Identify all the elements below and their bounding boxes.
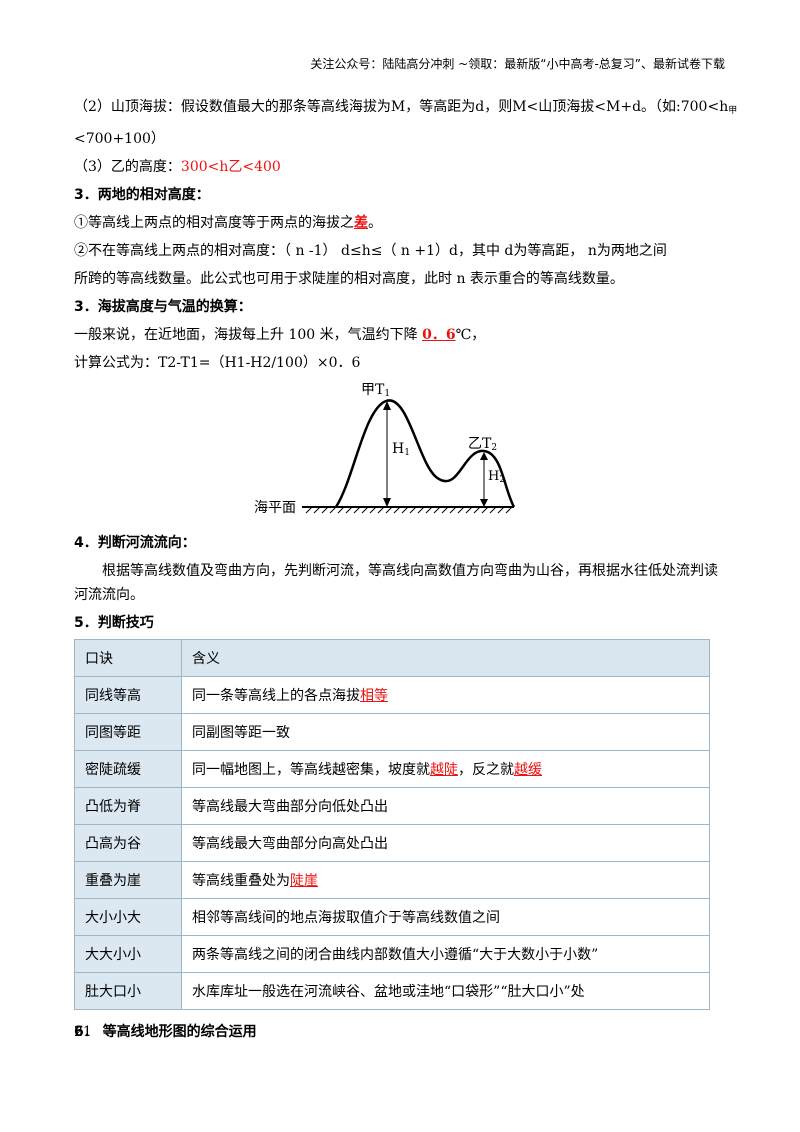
h2-label: H2: [488, 469, 506, 485]
table-key-cell: 同图等距: [74, 713, 182, 751]
page-number: 21: [74, 1024, 92, 1040]
summit-elevation-line: （2）山顶海拔：假设数值最大的那条等高线海拔为M，等高距为d，则M<山顶海拔<M…: [74, 99, 738, 116]
tips-table: 口诀 含义 同线等高 同一条等高线上的各点海拔相等 同图等距 同副图等距一致 密…: [74, 639, 710, 1010]
river-flow-paragraph: 根据等高线数值及弯曲方向，先判断河流，等高线向高数值方向弯曲为山谷，再根据水往低…: [74, 563, 718, 603]
sea-level-label: 海平面: [254, 500, 296, 516]
table-key-cell: 密陡疏缓: [74, 750, 182, 788]
table-row: 凸高为谷 等高线最大弯曲部分向高处凸出: [74, 824, 710, 862]
relative-height-rule-2: ②不在等高线上两点的相对高度：（ n -1） d≤h≤（ n +1）d，其中 d…: [74, 243, 667, 259]
section-heading-temperature: 3．海拔高度与气温的换算：: [74, 299, 252, 315]
section-heading-relative-height: 3．两地的相对高度：: [74, 187, 210, 203]
table-row: 肚大口小 水库库址一般选在河流峡谷、盆地或洼地“口袋形”“肚大口小”处: [74, 972, 710, 1010]
table-value-cell: 水库库址一般选在河流峡谷、盆地或洼地“口袋形”“肚大口小”处: [181, 972, 710, 1010]
table-key-cell: 凸低为脊: [74, 787, 182, 825]
table-header-cell: 口诀: [74, 639, 182, 677]
peak-jia-label: 甲T1: [361, 382, 391, 399]
section-heading-comprehensive: 6． 等高线地形图的综合运用: [74, 1024, 257, 1040]
table-key-cell: 大小小大: [74, 898, 182, 936]
table-key-cell: 重叠为崖: [74, 861, 182, 899]
table-value-cell: 同一条等高线上的各点海拔相等: [181, 676, 710, 714]
table-value-cell: 两条等高线之间的闭合曲线内部数值大小遵循“大于大数小于小数”: [181, 935, 710, 973]
h1-label: H1: [392, 441, 410, 458]
table-value-cell: 等高线最大弯曲部分向低处凸出: [181, 787, 710, 825]
table-key-cell: 凸高为谷: [74, 824, 182, 862]
table-value-cell: 等高线重叠处为陡崖: [181, 861, 710, 899]
table-key-cell: 肚大口小: [74, 972, 182, 1010]
page-header: 关注公众号：陆陆高分冲刺 ~领取：最新版“小中高考-总复习”、最新试卷下载: [310, 57, 725, 71]
table-row: 同线等高 同一条等高线上的各点海拔相等: [74, 676, 710, 714]
elevation-diagram: 甲T1 乙T2 H1 H2 海平面: [74, 379, 726, 529]
table-header-cell: 含义: [181, 639, 710, 677]
table-value-cell: 相邻等高线间的地点海拔取值介于等高线数值之间: [181, 898, 710, 936]
document-body: （2）山顶海拔：假设数值最大的那条等高线海拔为M，等高距为d，则M<山顶海拔<M…: [74, 95, 738, 1048]
summit-elevation-line-cont: <700+100）: [74, 131, 165, 147]
table-row: 同图等距 同副图等距一致: [74, 713, 710, 751]
mountain-profile-svg: [302, 399, 516, 514]
section-heading-tips: 5．判断技巧: [74, 615, 154, 631]
table-row: 密陡疏缓 同一幅地图上，等高线越密集，坡度就越陡，反之就越缓: [74, 750, 710, 788]
table-row: 大大小小 两条等高线之间的闭合曲线内部数值大小遵循“大于大数小于小数”: [74, 935, 710, 973]
yi-height-line: （3）乙的高度：300<h乙<400: [74, 159, 281, 175]
table-value-cell: 同一幅地图上，等高线越密集，坡度就越陡，反之就越缓: [181, 750, 710, 788]
relative-height-rule-2-cont: 所跨的等高线数量。此公式也可用于求陡崖的相对高度，此时 n 表示重合的等高线数量…: [74, 271, 624, 287]
section-heading-river-flow: 4．判断河流流向：: [74, 535, 196, 551]
table-row: 大小小大 相邻等高线间的地点海拔取值介于等高线数值之间: [74, 898, 710, 936]
temperature-formula: 计算公式为：T2-T1=（H1-H2/100）×0．6: [74, 355, 361, 371]
temperature-rule: 一般来说，在近地面，海拔每上升 100 米，气温约下降 0．6℃，: [74, 327, 486, 343]
table-value-cell: 等高线最大弯曲部分向高处凸出: [181, 824, 710, 862]
relative-height-rule-1: ①等高线上两点的相对高度等于两点的海拔之差。: [74, 215, 382, 231]
table-key-cell: 大大小小: [74, 935, 182, 973]
table-header-row: 口诀 含义: [74, 639, 710, 677]
table-row: 凸低为脊 等高线最大弯曲部分向低处凸出: [74, 787, 710, 825]
peak-yi-label: 乙T2: [468, 436, 498, 453]
table-row: 重叠为崖 等高线重叠处为陡崖: [74, 861, 710, 899]
table-key-cell: 同线等高: [74, 676, 182, 714]
table-value-cell: 同副图等距一致: [181, 713, 710, 751]
